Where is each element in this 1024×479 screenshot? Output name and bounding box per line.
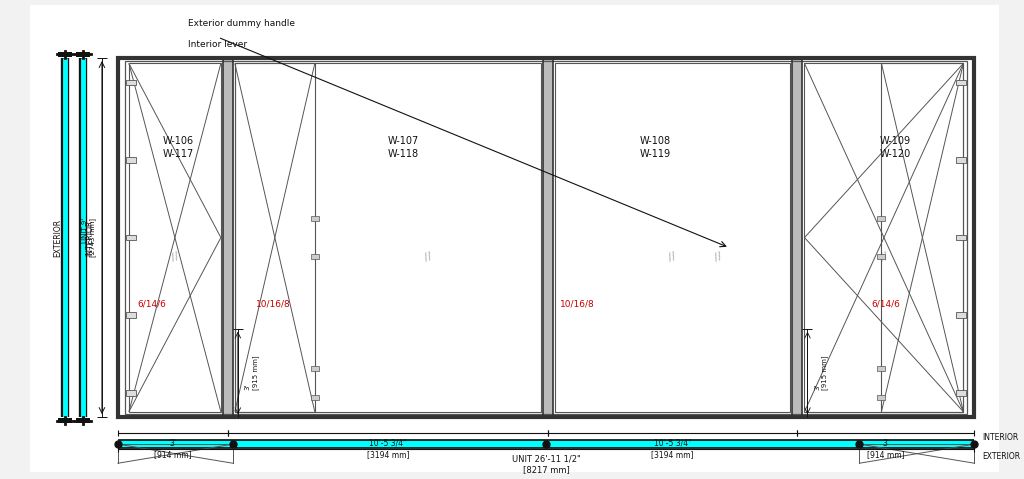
Bar (126, 80, 136, 85)
Text: 3'
[914 mm]: 3' [914 mm] (154, 439, 191, 459)
Bar (57, 418, 72, 422)
Text: //: // (423, 251, 433, 262)
Bar (234, 63, 541, 412)
Text: //: // (879, 251, 889, 262)
Bar (125, 61, 968, 414)
Bar (311, 366, 318, 371)
Bar (311, 216, 318, 221)
Text: 10'-5 3/4"
[3194 mm]: 10'-5 3/4" [3194 mm] (651, 439, 694, 459)
Text: EXTERIOR: EXTERIOR (53, 218, 62, 257)
Text: EXTERIOR: EXTERIOR (982, 452, 1021, 461)
Text: //: // (668, 251, 678, 262)
Bar (118, 58, 975, 417)
Text: INTERIOR: INTERIOR (85, 219, 94, 256)
Text: 3'
[915 mm]: 3' [915 mm] (245, 355, 259, 390)
Bar (793, 58, 803, 417)
Text: 10/16/8: 10/16/8 (256, 299, 291, 308)
Bar (311, 395, 318, 400)
Bar (76, 52, 90, 57)
Bar (555, 63, 791, 412)
Text: UNIT 26'-11 1/2"
[8217 mm]: UNIT 26'-11 1/2" [8217 mm] (512, 455, 581, 474)
Bar (129, 63, 221, 412)
Bar (956, 235, 967, 240)
Bar (126, 390, 136, 396)
Text: 6/14/6: 6/14/6 (871, 299, 900, 308)
Text: W-106
W-117: W-106 W-117 (163, 136, 195, 159)
Bar (956, 390, 967, 396)
Bar (76, 418, 90, 422)
Bar (126, 235, 136, 240)
Bar (878, 366, 886, 371)
Text: 10'-5 3/4"
[3194 mm]: 10'-5 3/4" [3194 mm] (367, 439, 409, 459)
Bar (878, 395, 886, 400)
Text: 3'
[914 mm]: 3' [914 mm] (867, 439, 905, 459)
Text: 6/14/6: 6/14/6 (137, 299, 166, 308)
Bar (57, 52, 72, 57)
Text: INTERIOR: INTERIOR (982, 433, 1019, 442)
Text: 3'
[915 mm]: 3' [915 mm] (814, 355, 828, 390)
Bar (956, 312, 967, 318)
Bar (543, 58, 553, 417)
Text: //: // (170, 251, 180, 262)
Bar (126, 312, 136, 318)
Bar (956, 80, 967, 85)
Bar (126, 157, 136, 163)
Bar (234, 63, 314, 412)
Text: //: // (713, 251, 723, 262)
Bar (882, 63, 964, 412)
Bar (878, 216, 886, 221)
Bar (311, 254, 318, 259)
Text: 10/16/8: 10/16/8 (560, 299, 594, 308)
Text: W-107
W-118: W-107 W-118 (388, 136, 419, 159)
Bar (956, 157, 967, 163)
Bar (805, 63, 964, 412)
Bar (223, 58, 232, 417)
Text: UNIT 9'
[2743 mm]: UNIT 9' [2743 mm] (82, 218, 96, 257)
Text: W-108
W-119: W-108 W-119 (640, 136, 671, 159)
Text: Exterior dummy handle: Exterior dummy handle (187, 19, 295, 28)
Text: W-109
W-120: W-109 W-120 (880, 136, 910, 159)
Text: Interior lever: Interior lever (187, 40, 247, 49)
Bar (878, 254, 886, 259)
